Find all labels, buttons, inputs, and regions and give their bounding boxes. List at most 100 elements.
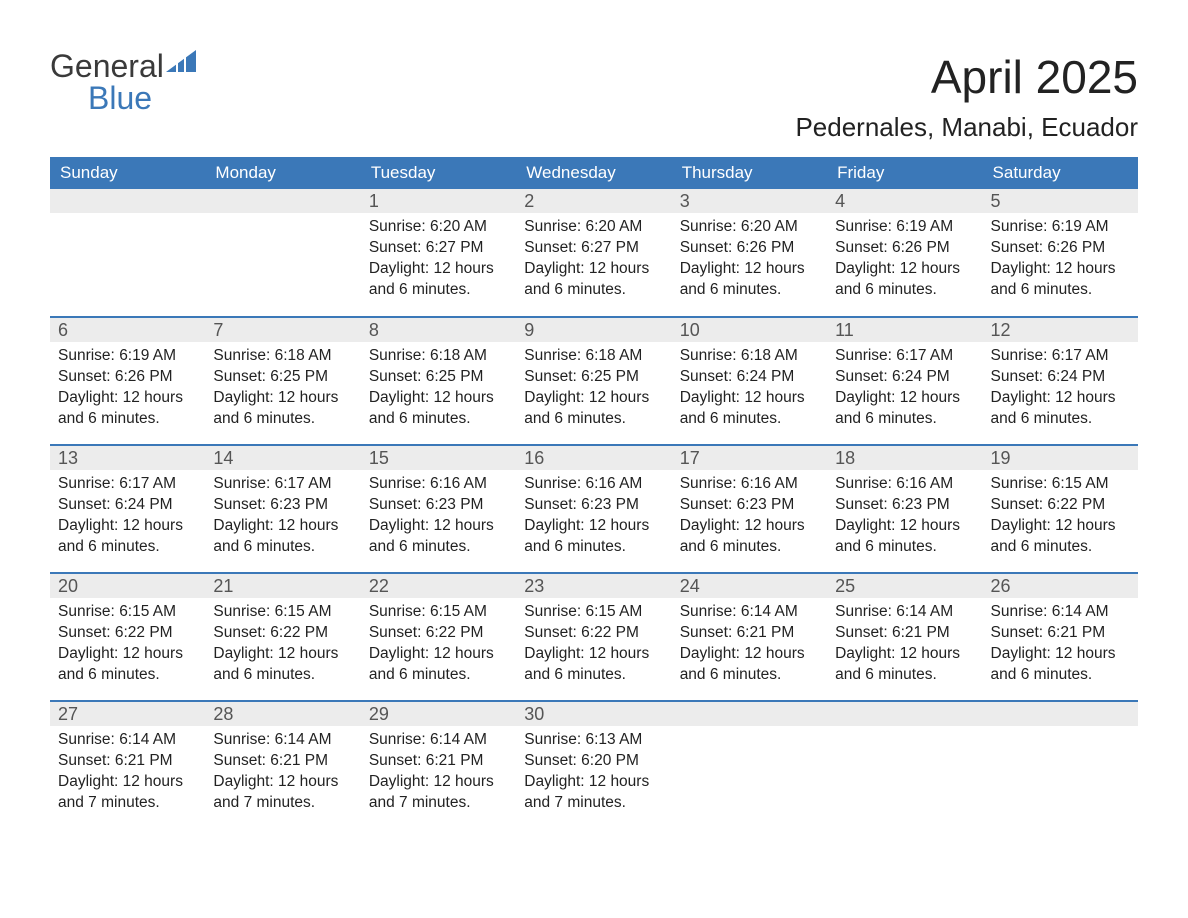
- sunset-line: Sunset: 6:25 PM: [369, 367, 508, 388]
- weekday-header: Thursday: [672, 157, 827, 189]
- day-number-band: 17: [672, 446, 827, 470]
- sunrise-label: Sunrise:: [369, 731, 426, 748]
- sunrise-line: Sunrise: 6:15 AM: [58, 602, 197, 623]
- sunset-label: Sunset:: [835, 496, 888, 513]
- day-number-band: [983, 702, 1138, 726]
- sunset-line: Sunset: 6:25 PM: [524, 367, 663, 388]
- daylight-line: Daylight: 12 hours and 6 minutes.: [369, 388, 508, 430]
- daylight-label: Daylight:: [524, 773, 584, 790]
- daylight-line: Daylight: 12 hours and 6 minutes.: [369, 259, 508, 301]
- calendar-empty-cell: [672, 701, 827, 829]
- day-content: Sunrise: 6:17 AMSunset: 6:24 PMDaylight:…: [827, 342, 982, 440]
- calendar-day-cell: 7Sunrise: 6:18 AMSunset: 6:25 PMDaylight…: [205, 317, 360, 445]
- sunrise-label: Sunrise:: [213, 731, 270, 748]
- sunset-value: 6:26 PM: [737, 239, 795, 256]
- sunset-line: Sunset: 6:26 PM: [58, 367, 197, 388]
- daylight-line: Daylight: 12 hours and 6 minutes.: [213, 388, 352, 430]
- sunrise-label: Sunrise:: [991, 347, 1048, 364]
- day-number: 24: [680, 576, 700, 596]
- daylight-label: Daylight:: [58, 773, 118, 790]
- sunset-value: 6:21 PM: [115, 752, 173, 769]
- day-content: Sunrise: 6:15 AMSunset: 6:22 PMDaylight:…: [50, 598, 205, 696]
- sunrise-line: Sunrise: 6:16 AM: [835, 474, 974, 495]
- day-content: [672, 726, 827, 740]
- day-content: Sunrise: 6:19 AMSunset: 6:26 PMDaylight:…: [983, 213, 1138, 311]
- sunrise-line: Sunrise: 6:17 AM: [835, 346, 974, 367]
- daylight-line: Daylight: 12 hours and 6 minutes.: [835, 516, 974, 558]
- calendar-day-cell: 16Sunrise: 6:16 AMSunset: 6:23 PMDayligh…: [516, 445, 671, 573]
- daylight-label: Daylight:: [213, 517, 273, 534]
- day-content: [205, 213, 360, 227]
- day-content: Sunrise: 6:17 AMSunset: 6:24 PMDaylight:…: [50, 470, 205, 568]
- sunrise-label: Sunrise:: [991, 475, 1048, 492]
- day-number-band: [205, 189, 360, 213]
- sunset-line: Sunset: 6:21 PM: [991, 623, 1130, 644]
- day-content: Sunrise: 6:14 AMSunset: 6:21 PMDaylight:…: [827, 598, 982, 696]
- daylight-line: Daylight: 12 hours and 6 minutes.: [524, 259, 663, 301]
- sunset-label: Sunset:: [680, 496, 733, 513]
- sunrise-line: Sunrise: 6:14 AM: [58, 730, 197, 751]
- daylight-line: Daylight: 12 hours and 6 minutes.: [369, 644, 508, 686]
- sunrise-label: Sunrise:: [369, 475, 426, 492]
- daylight-label: Daylight:: [369, 517, 429, 534]
- sunrise-value: 6:18 AM: [275, 347, 332, 364]
- sunset-line: Sunset: 6:27 PM: [369, 238, 508, 259]
- daylight-label: Daylight:: [991, 260, 1051, 277]
- daylight-label: Daylight:: [213, 389, 273, 406]
- calendar-day-cell: 26Sunrise: 6:14 AMSunset: 6:21 PMDayligh…: [983, 573, 1138, 701]
- day-content: Sunrise: 6:19 AMSunset: 6:26 PMDaylight:…: [50, 342, 205, 440]
- sunrise-line: Sunrise: 6:14 AM: [991, 602, 1130, 623]
- calendar-day-cell: 11Sunrise: 6:17 AMSunset: 6:24 PMDayligh…: [827, 317, 982, 445]
- sunset-label: Sunset:: [991, 239, 1044, 256]
- daylight-label: Daylight:: [58, 645, 118, 662]
- sunrise-line: Sunrise: 6:19 AM: [835, 217, 974, 238]
- header: General Blue April 2025 Pedernales, Mana…: [50, 50, 1138, 157]
- sunrise-label: Sunrise:: [680, 603, 737, 620]
- logo-text-blue: Blue: [88, 82, 200, 114]
- daylight-label: Daylight:: [835, 517, 895, 534]
- calendar-day-cell: 18Sunrise: 6:16 AMSunset: 6:23 PMDayligh…: [827, 445, 982, 573]
- day-content: Sunrise: 6:14 AMSunset: 6:21 PMDaylight:…: [983, 598, 1138, 696]
- day-number: 7: [213, 320, 223, 340]
- day-number-band: [50, 189, 205, 213]
- day-number: 14: [213, 448, 233, 468]
- day-number-band: 13: [50, 446, 205, 470]
- calendar-body: 1Sunrise: 6:20 AMSunset: 6:27 PMDaylight…: [50, 189, 1138, 829]
- calendar-day-cell: 20Sunrise: 6:15 AMSunset: 6:22 PMDayligh…: [50, 573, 205, 701]
- sunrise-line: Sunrise: 6:14 AM: [213, 730, 352, 751]
- sunrise-value: 6:15 AM: [275, 603, 332, 620]
- calendar-day-cell: 2Sunrise: 6:20 AMSunset: 6:27 PMDaylight…: [516, 189, 671, 317]
- daylight-line: Daylight: 12 hours and 6 minutes.: [680, 644, 819, 686]
- day-number: 11: [835, 320, 854, 340]
- sunset-value: 6:21 PM: [426, 752, 484, 769]
- day-content: Sunrise: 6:14 AMSunset: 6:21 PMDaylight:…: [205, 726, 360, 824]
- calendar-week-row: 13Sunrise: 6:17 AMSunset: 6:24 PMDayligh…: [50, 445, 1138, 573]
- sunset-label: Sunset:: [213, 624, 266, 641]
- day-content: Sunrise: 6:20 AMSunset: 6:27 PMDaylight:…: [516, 213, 671, 311]
- sunrise-line: Sunrise: 6:13 AM: [524, 730, 663, 751]
- sunrise-line: Sunrise: 6:14 AM: [835, 602, 974, 623]
- sunrise-label: Sunrise:: [213, 603, 270, 620]
- sunset-label: Sunset:: [680, 624, 733, 641]
- daylight-label: Daylight:: [524, 517, 584, 534]
- calendar-day-cell: 15Sunrise: 6:16 AMSunset: 6:23 PMDayligh…: [361, 445, 516, 573]
- daylight-label: Daylight:: [835, 260, 895, 277]
- location-title: Pedernales, Manabi, Ecuador: [200, 112, 1138, 143]
- sunrise-line: Sunrise: 6:18 AM: [369, 346, 508, 367]
- sunrise-line: Sunrise: 6:17 AM: [213, 474, 352, 495]
- sunset-value: 6:22 PM: [1047, 496, 1105, 513]
- sunrise-label: Sunrise:: [58, 731, 115, 748]
- calendar-empty-cell: [50, 189, 205, 317]
- day-number: 27: [58, 704, 78, 724]
- day-number: 8: [369, 320, 379, 340]
- sunset-line: Sunset: 6:23 PM: [680, 495, 819, 516]
- day-number: 2: [524, 191, 534, 211]
- daylight-line: Daylight: 12 hours and 6 minutes.: [680, 388, 819, 430]
- day-number-band: 3: [672, 189, 827, 213]
- day-number-band: 22: [361, 574, 516, 598]
- sunset-line: Sunset: 6:26 PM: [680, 238, 819, 259]
- weekday-header-row: SundayMondayTuesdayWednesdayThursdayFrid…: [50, 157, 1138, 189]
- day-number: 10: [680, 320, 700, 340]
- day-content: Sunrise: 6:18 AMSunset: 6:25 PMDaylight:…: [205, 342, 360, 440]
- sunrise-label: Sunrise:: [991, 603, 1048, 620]
